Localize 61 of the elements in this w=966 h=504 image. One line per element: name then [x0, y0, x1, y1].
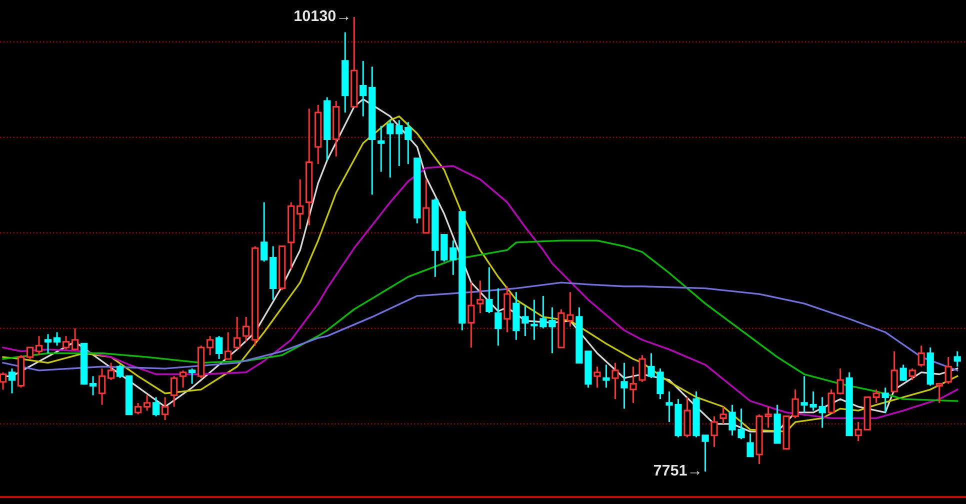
candlestick	[944, 356, 952, 385]
candlestick	[360, 60, 367, 118]
candlestick	[450, 240, 457, 276]
candlestick	[71, 328, 79, 350]
candlestick	[89, 375, 97, 396]
candlestick	[890, 350, 898, 394]
candlestick	[476, 280, 484, 314]
candlestick	[710, 416, 718, 448]
candlestick	[386, 119, 394, 178]
candlestick	[828, 388, 835, 414]
candlestick	[836, 368, 844, 396]
candlestick	[404, 121, 412, 165]
candlestick	[908, 368, 916, 381]
candlestick	[53, 331, 61, 346]
candlestick	[224, 331, 232, 360]
candlestick	[494, 288, 502, 346]
candlestick	[26, 346, 34, 360]
candlestick	[720, 406, 727, 425]
candlestick	[882, 386, 889, 414]
candlestick	[134, 402, 142, 416]
candlestick	[854, 421, 862, 442]
candlestick	[378, 125, 385, 173]
annotation: 7751→	[654, 464, 700, 476]
candlestick	[468, 282, 475, 348]
annotation: 10130→	[294, 10, 348, 22]
candlestick	[602, 364, 610, 388]
candlestick	[594, 366, 601, 388]
candlestick	[918, 344, 925, 368]
candlestick	[818, 396, 826, 429]
candlestick	[630, 366, 637, 404]
candlestick	[8, 368, 16, 394]
candlestick	[396, 119, 403, 167]
candlestick	[162, 396, 169, 421]
candlestick	[936, 382, 943, 404]
candlestick	[216, 335, 223, 360]
candlestick	[638, 354, 646, 383]
candlestick	[170, 375, 178, 408]
candlestick	[900, 364, 907, 382]
candlestick	[180, 370, 187, 388]
candlestick	[954, 350, 961, 368]
candlestick	[522, 304, 529, 337]
candlestick	[0, 372, 7, 390]
candlestick	[234, 316, 241, 350]
candlestick	[242, 316, 250, 343]
candlestick	[152, 396, 160, 418]
candlestick	[296, 178, 304, 230]
candlestick	[98, 368, 106, 406]
candlestick	[206, 335, 214, 356]
candlestick	[144, 394, 151, 412]
candlestick	[746, 432, 754, 458]
candlestick	[62, 335, 70, 350]
candlestick	[612, 362, 619, 400]
candlestick	[872, 388, 880, 404]
candlestick	[116, 364, 124, 379]
candlestick	[188, 368, 196, 385]
candlestick	[260, 202, 268, 262]
candlestick	[486, 266, 493, 314]
candlestick	[44, 333, 52, 354]
candlestick	[107, 362, 115, 381]
candlestick	[35, 335, 43, 356]
candlestick	[620, 362, 628, 410]
